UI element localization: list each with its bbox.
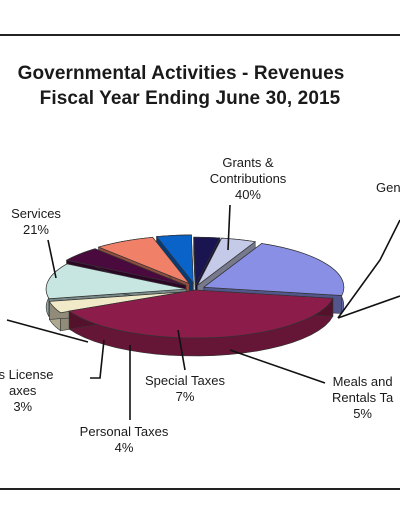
slice-percent: 3% [13, 399, 33, 414]
slice-label-3: Meals and Rentals Ta 5% [332, 374, 393, 422]
chart-frame [0, 34, 400, 490]
pie-slice-top-5 [155, 234, 194, 284]
slice-label-8: Services 21% [11, 206, 61, 238]
pie-slice-top-4 [97, 236, 191, 285]
slice-label-line: Rentals Ta [332, 390, 394, 405]
slice-label-line: Contributions [209, 171, 287, 186]
slice-label-line: axes [8, 383, 37, 398]
slice-label-line: Services [11, 206, 61, 221]
pie-slice-top-7 [197, 237, 257, 286]
slice-label-line: Personal Taxes [79, 424, 169, 439]
pie-slices [45, 234, 345, 357]
leader-line-6 [90, 339, 105, 379]
slice-percent: 21% [22, 222, 50, 237]
slice-label-1: Gen [376, 180, 400, 196]
leader-lines [6, 204, 400, 420]
slice-percent: 5% [353, 406, 372, 421]
chart-title-line-1: Governmental Activities - Revenues [17, 63, 345, 84]
slice-label-line: Gen [376, 180, 400, 195]
pie-slice-top-3 [65, 248, 187, 286]
leader-line-extra-0 [6, 319, 89, 343]
leader-line-extra-1 [337, 295, 400, 319]
slice-label-line: ss License [0, 367, 54, 382]
slice-label-5: Personal Taxes 4% [80, 424, 169, 456]
leader-line-1 [337, 219, 400, 319]
slice-label-line: Meals and [332, 374, 393, 389]
slice-percent: 7% [175, 389, 195, 404]
slice-label-line: Special Taxes [145, 373, 225, 388]
slice-label-4: Special Taxes 7% [145, 373, 225, 405]
slice-label-line: Grants & [222, 155, 274, 170]
pie-slice-0 [68, 289, 334, 357]
pie-slice-top-2 [45, 263, 187, 300]
pie-slice-top-0 [68, 289, 334, 339]
slice-percent: 40% [234, 187, 262, 202]
pie-slice-top-6 [193, 236, 221, 287]
leader-line-3 [229, 349, 326, 384]
pie-slice-top-8 [202, 243, 345, 296]
chart-title-line-2: Fiscal Year Ending June 30, 2015 [39, 88, 341, 109]
leader-line-8 [47, 239, 57, 279]
slice-label-0: Grants & Contributions 40% [210, 155, 287, 203]
leader-line-4 [177, 329, 186, 371]
slice-percent: 4% [114, 440, 134, 455]
leader-line-0 [227, 204, 231, 251]
